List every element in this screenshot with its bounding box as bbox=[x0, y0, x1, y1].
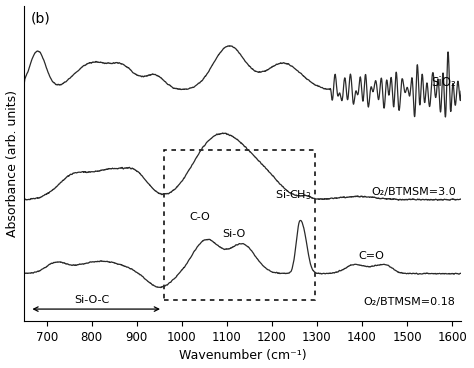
Text: (b): (b) bbox=[31, 12, 50, 26]
Text: O₂/BTMSM=0.18: O₂/BTMSM=0.18 bbox=[364, 297, 456, 307]
Text: C=O: C=O bbox=[358, 251, 384, 261]
Text: O₂/BTMSM=3.0: O₂/BTMSM=3.0 bbox=[371, 187, 456, 197]
Text: Si-CH$_3$: Si-CH$_3$ bbox=[275, 188, 312, 202]
Text: Si-O-C: Si-O-C bbox=[74, 295, 109, 305]
Text: SiO₂: SiO₂ bbox=[431, 76, 456, 89]
Y-axis label: Absorbance (arb. units): Absorbance (arb. units) bbox=[6, 90, 18, 237]
Text: C-O: C-O bbox=[190, 212, 210, 222]
X-axis label: Wavenumber (cm⁻¹): Wavenumber (cm⁻¹) bbox=[179, 350, 306, 362]
Text: Si-O: Si-O bbox=[222, 229, 245, 239]
Bar bbox=[164, 150, 315, 300]
